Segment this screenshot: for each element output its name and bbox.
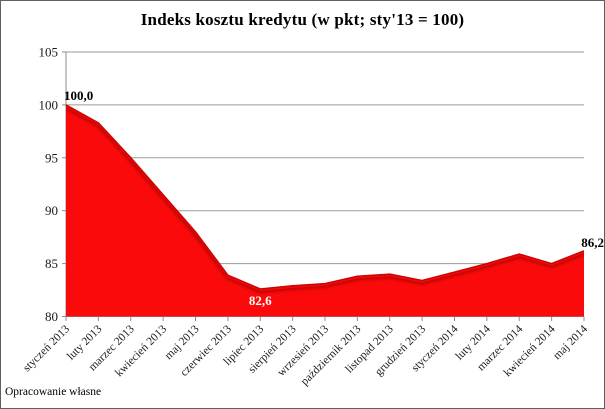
y-axis-label: 80	[45, 309, 58, 324]
y-axis-label: 100	[39, 97, 59, 112]
area-edge-line	[65, 104, 585, 290]
source-note: Opracowanie własne	[5, 386, 102, 398]
y-axis-label: 90	[45, 203, 58, 218]
y-axis-label: 105	[39, 45, 59, 60]
area-edge-shadow	[66, 106, 584, 294]
data-point-label: 82,6	[249, 293, 272, 308]
data-point-label: 100,0	[64, 88, 93, 103]
y-axis-label: 95	[45, 150, 58, 165]
area-series	[66, 104, 584, 317]
x-axis-label: maj 2014	[551, 323, 590, 362]
y-axis-label: 85	[45, 256, 58, 271]
chart-title: Indeks kosztu kredytu (w pkt; sty'13 = 1…	[140, 10, 465, 29]
x-axis-label: styczeń 2013	[21, 323, 72, 374]
data-point-label: 86,2	[581, 235, 604, 250]
